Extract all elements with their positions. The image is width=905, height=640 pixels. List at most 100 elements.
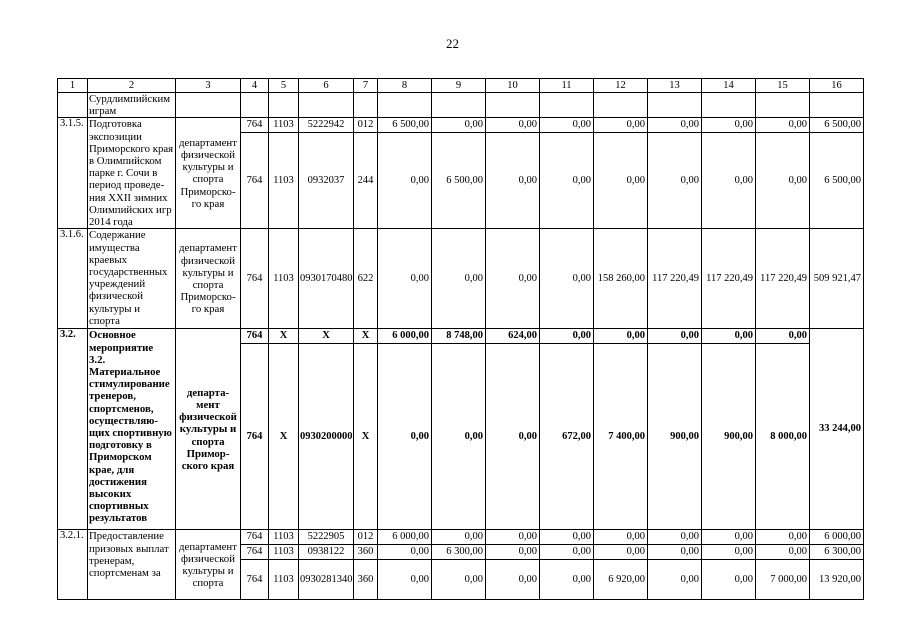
- amount-cell: 158 260,00: [593, 228, 648, 330]
- amount-cell: 0,00: [377, 544, 432, 561]
- amount-cell: 0,00: [431, 343, 486, 531]
- column-number-cell: 1: [57, 78, 88, 93]
- code-cell: 0930170480: [298, 228, 354, 330]
- code-cell: 360: [353, 544, 378, 561]
- department-cell: департамент физической культуры и спорта…: [175, 117, 241, 230]
- amount-cell: 117 220,49: [647, 228, 702, 330]
- code-cell: 360: [353, 559, 378, 601]
- code-cell: 1103: [268, 559, 299, 601]
- code-cell: 012: [353, 529, 378, 546]
- amount-cell: 0,00: [647, 559, 702, 601]
- column-number-cell: 11: [539, 78, 594, 93]
- table-row: 3.2.1. Предоставление призовых выплат тре…: [57, 529, 864, 601]
- code-cell: 1103: [268, 117, 299, 134]
- column-number-cell: 5: [268, 78, 299, 93]
- amount-cell: 0,00: [593, 529, 648, 546]
- column-number-cell: 4: [240, 78, 269, 93]
- amount-cell: 0,00: [485, 132, 540, 230]
- amount-cell: 0,00: [539, 544, 594, 561]
- amount-cell: 0,00: [377, 228, 432, 330]
- amount-cell: 0,00: [647, 544, 702, 561]
- amount-cell: 672,00: [539, 343, 594, 531]
- amount-cell: 0,00: [701, 529, 756, 546]
- amount-cell: [431, 91, 486, 119]
- amount-cell: 0,00: [755, 529, 810, 546]
- code-cell: 0930281340: [298, 559, 354, 601]
- item-name-cell: Сурдлимпийским играм: [87, 91, 176, 119]
- amount-cell: [809, 91, 864, 119]
- amount-cell: 6 000,00: [377, 328, 432, 345]
- amount-cell: 0,00: [593, 544, 648, 561]
- code-cell: 764: [240, 343, 269, 531]
- amount-cell: 117 220,49: [755, 228, 810, 330]
- amount-cell: 6 500,00: [377, 117, 432, 134]
- item-number-cell: 3.1.5.: [57, 117, 88, 230]
- amount-cell: 0,00: [701, 544, 756, 561]
- table-row: 3.2. Основное мероприятие 3.2. Материальн…: [57, 328, 864, 531]
- page-number: 22: [446, 36, 459, 51]
- code-cell: 764: [240, 132, 269, 230]
- amount-cell: 6 000,00: [809, 529, 864, 546]
- code-cell: 764: [240, 328, 269, 345]
- code-cell: 764: [240, 117, 269, 134]
- code-cell: 5222905: [298, 529, 354, 546]
- amount-cell: 0,00: [485, 343, 540, 531]
- item-number-cell: 3.1.6.: [57, 228, 88, 330]
- department-cell: [175, 91, 241, 119]
- code-cell: 0932037: [298, 132, 354, 230]
- amount-cell: 0,00: [485, 228, 540, 330]
- amount-cell: 0,00: [431, 228, 486, 330]
- code-cell: 5222942: [298, 117, 354, 134]
- amount-cell: 0,00: [539, 529, 594, 546]
- amount-cell: 509 921,47: [809, 228, 864, 330]
- item-name-cell: Предоставление призовых выплат тренерам,…: [87, 529, 176, 601]
- code-cell: 1103: [268, 544, 299, 561]
- amount-cell: 0,00: [485, 544, 540, 561]
- column-number-cell: 7: [353, 78, 378, 93]
- table-row: 3.1.5. Подготовка экспозиции Приморского …: [57, 117, 864, 230]
- amount-cell: 0,00: [701, 132, 756, 230]
- amount-cell: 0,00: [431, 117, 486, 134]
- code-cell: 764: [240, 228, 269, 330]
- code-cell: [268, 91, 299, 119]
- amount-cell: [485, 91, 540, 119]
- amount-cell: [593, 91, 648, 119]
- code-cell: 764: [240, 529, 269, 546]
- item-number-cell: 3.2.: [57, 328, 88, 531]
- amount-cell: 0,00: [701, 559, 756, 601]
- code-cell: X: [268, 328, 299, 345]
- code-cell: 1103: [268, 228, 299, 330]
- department-cell: департамент физической культуры и спорта…: [175, 228, 241, 330]
- amount-cell: 0,00: [647, 117, 702, 134]
- item-name-cell: Подготовка экспозиции Приморского края в…: [87, 117, 176, 230]
- amount-cell: 0,00: [539, 132, 594, 230]
- column-number-cell: 15: [755, 78, 810, 93]
- amount-cell: [539, 91, 594, 119]
- amount-cell: 0,00: [539, 117, 594, 134]
- amount-cell: 0,00: [539, 228, 594, 330]
- amount-cell: [647, 91, 702, 119]
- amount-cell: 900,00: [647, 343, 702, 531]
- amount-cell: 0,00: [755, 117, 810, 134]
- amount-cell: [755, 91, 810, 119]
- amount-cell: 8 748,00: [431, 328, 486, 345]
- code-cell: X: [353, 343, 378, 531]
- amount-cell: 0,00: [539, 328, 594, 345]
- amount-cell: 0,00: [431, 559, 486, 601]
- amount-cell: 0,00: [755, 328, 810, 345]
- column-number-cell: 14: [701, 78, 756, 93]
- amount-cell: 624,00: [485, 328, 540, 345]
- amount-cell: 0,00: [755, 544, 810, 561]
- table-row: 764 1103 0930281340 360 0,00 0,00 0,00 0,00 6 92…: [58, 559, 864, 601]
- amount-cell: 6 000,00: [377, 529, 432, 546]
- amount-cell: 0,00: [647, 132, 702, 230]
- budget-table-body: 1 2 3 4 5 6 7 8 9 10 11 12 13 14 15 16 Сурдлимпийским иг…: [57, 78, 864, 601]
- department-cell: департа- мент физической культуры и спор…: [175, 328, 241, 531]
- amount-cell: 0,00: [701, 117, 756, 134]
- column-number-cell: 13: [647, 78, 702, 93]
- code-cell: 0938122: [298, 544, 354, 561]
- code-cell: 1103: [268, 529, 299, 546]
- amount-cell: 13 920,00: [809, 559, 864, 601]
- amount-cell: 8 000,00: [755, 343, 810, 531]
- code-cell: 0930200000: [298, 343, 354, 531]
